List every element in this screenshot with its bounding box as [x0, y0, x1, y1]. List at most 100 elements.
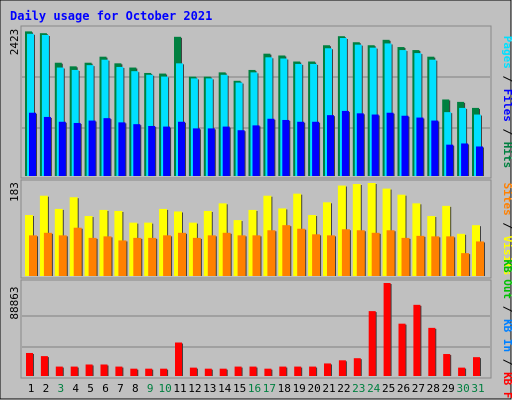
kb-bar	[100, 364, 108, 376]
sites-bar	[341, 229, 350, 276]
pages-bar	[103, 118, 111, 176]
sites-bar	[446, 236, 455, 276]
kb-bar	[26, 352, 33, 376]
sites-bar	[148, 237, 157, 276]
sites-bar	[178, 232, 186, 276]
kb-bar	[473, 357, 480, 376]
legend-visits: Visits	[501, 236, 512, 276]
kb-bar	[175, 342, 182, 376]
x-tick-label: 30	[456, 382, 469, 395]
kb-bar	[204, 368, 212, 376]
kb-bar	[279, 366, 287, 376]
pages-bar	[282, 119, 290, 176]
sites-bar	[461, 253, 470, 276]
kb-bar	[189, 367, 197, 376]
legend-hits: Hits	[501, 142, 512, 169]
svg-text:Pages / Files / Hits: Pages / Files / Hits	[501, 36, 512, 169]
kb-bar	[145, 368, 153, 376]
x-tick-label: 13	[203, 382, 216, 395]
hits-legend: Pages / Files / Hits	[501, 36, 512, 169]
files-bar	[190, 78, 198, 176]
sites-bar	[356, 230, 365, 276]
sites-bar	[88, 237, 97, 276]
pages-bar	[297, 121, 305, 176]
files-bar	[429, 59, 437, 177]
files-bar	[220, 74, 228, 176]
kb-bar	[115, 366, 123, 376]
kb-bar	[383, 283, 391, 376]
x-tick-label: 26	[397, 382, 410, 395]
files-bar	[101, 59, 109, 177]
pages-bar	[58, 121, 66, 176]
kb-bar	[443, 354, 451, 376]
x-tick-label: 11	[173, 382, 186, 395]
sites-bar	[252, 235, 261, 276]
files-bar	[146, 74, 154, 176]
kb-bar	[264, 368, 272, 376]
kb-bar	[160, 368, 168, 376]
pages-bar	[461, 143, 469, 176]
pages-bar	[237, 130, 245, 176]
kb-bar	[219, 368, 227, 376]
x-tick-label: 4	[72, 382, 79, 395]
pages-bar	[88, 120, 96, 176]
visits-ymax-label: 183	[8, 182, 21, 202]
files-bar	[414, 53, 422, 176]
files-bar	[339, 38, 347, 176]
pages-bar	[312, 121, 320, 176]
sites-bar	[431, 236, 440, 276]
kb-bar	[249, 366, 257, 376]
x-tick-label: 12	[188, 382, 201, 395]
visits-bars	[25, 183, 485, 276]
kb-bar	[428, 327, 436, 376]
sites-bar	[192, 237, 201, 276]
files-bar	[295, 63, 303, 177]
files-bar	[459, 107, 467, 176]
files-bar	[161, 76, 169, 176]
files-bar	[444, 112, 452, 176]
x-tick-label: 3	[57, 382, 64, 395]
x-tick-label: 15	[233, 382, 246, 395]
pages-bar	[386, 112, 394, 176]
legend-pages: Pages	[501, 36, 512, 69]
sites-bar	[401, 237, 410, 276]
kb-bar	[398, 323, 406, 376]
kb-bars	[26, 283, 481, 376]
pages-bar	[73, 122, 81, 176]
pages-bar	[163, 126, 171, 176]
kb-bar	[294, 366, 302, 376]
pages-bar	[178, 121, 185, 176]
kb-panel	[20, 279, 492, 379]
kb-legend: KB Out / KB In / KB F	[501, 259, 512, 398]
kb-bar	[130, 368, 138, 376]
x-tick-label: 31	[471, 382, 484, 395]
kb-bar	[309, 366, 317, 376]
x-tick-label: 8	[132, 382, 139, 395]
visits-bar	[352, 184, 361, 276]
sites-bar	[207, 235, 216, 276]
pages-bar	[341, 110, 349, 176]
chart-title: Daily usage for October 2021	[10, 9, 212, 23]
files-bar	[354, 44, 362, 176]
files-bar	[116, 66, 124, 176]
legend-kb-f: KB F	[501, 372, 512, 399]
files-bar	[280, 58, 288, 176]
x-tick-label: 17	[263, 382, 276, 395]
x-tick-label: 19	[293, 382, 306, 395]
sites-bar	[327, 235, 335, 276]
sites-bar	[282, 225, 291, 276]
x-tick-label: 18	[278, 382, 291, 395]
pages-bar	[207, 128, 215, 176]
pages-bar	[476, 146, 483, 176]
kb-bar	[368, 311, 376, 376]
x-tick-label: 28	[427, 382, 440, 395]
pages-bar	[43, 116, 51, 176]
files-bar	[235, 82, 243, 176]
x-tick-label: 23	[352, 382, 365, 395]
x-tick-label: 24	[367, 382, 381, 395]
files-bar	[27, 33, 34, 177]
legend-sep: /	[501, 216, 512, 236]
legend-sep: /	[501, 69, 512, 89]
sites-bar	[267, 230, 276, 276]
x-tick-label: 27	[412, 382, 425, 395]
